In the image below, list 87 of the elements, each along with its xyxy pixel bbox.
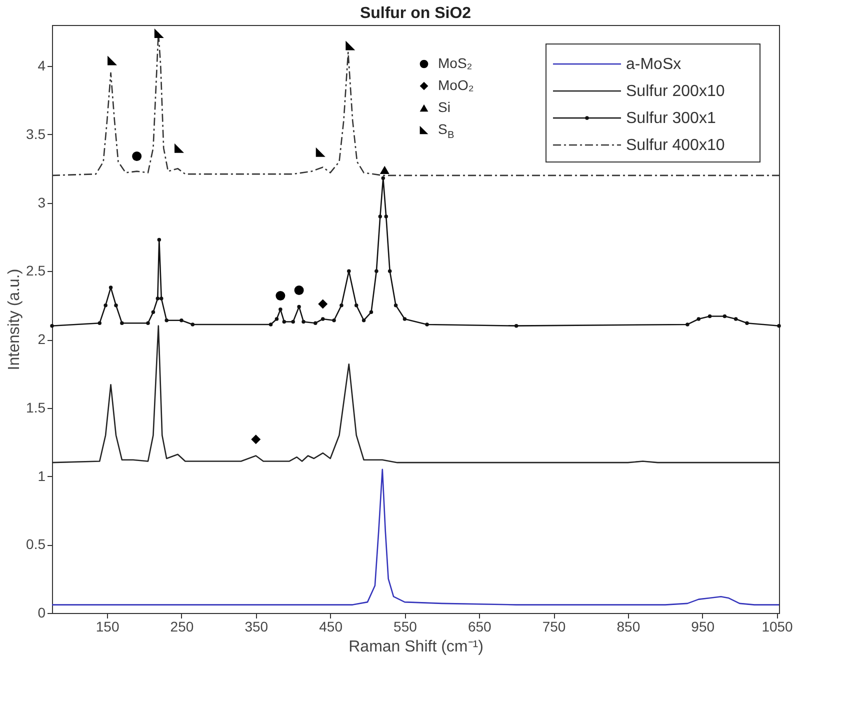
- point: [190, 322, 195, 326]
- point: [278, 308, 282, 312]
- legend-label: a-MoSx: [626, 56, 682, 73]
- point: [268, 322, 273, 326]
- point: [777, 324, 781, 328]
- point: [374, 269, 378, 274]
- chart-title: Sulfur on SiO2: [360, 5, 472, 22]
- x-tick-label: 1050: [762, 618, 794, 634]
- point: [276, 291, 286, 300]
- line-series: [51, 325, 780, 464]
- legend-label: Si: [438, 99, 450, 115]
- point: [297, 304, 301, 309]
- point: [151, 310, 156, 314]
- point: [104, 303, 108, 308]
- point: [108, 286, 113, 290]
- x-tick-label: 150: [96, 618, 120, 634]
- point: [291, 320, 295, 324]
- point: [381, 176, 385, 180]
- point: [347, 269, 351, 274]
- y-tick-label: 2.5: [26, 262, 46, 279]
- y-tick-label: 1: [38, 468, 46, 484]
- point: [120, 321, 124, 325]
- point: [722, 314, 727, 318]
- x-tick-label: 950: [691, 618, 715, 634]
- point: [154, 28, 164, 38]
- point: [346, 40, 356, 50]
- y-tick-label: 3: [38, 194, 46, 210]
- point: [164, 318, 168, 322]
- point: [98, 321, 102, 325]
- y-tick-label: 3.5: [26, 126, 46, 142]
- point: [425, 322, 429, 326]
- point: [146, 321, 150, 325]
- point: [282, 320, 286, 324]
- point: [354, 303, 358, 308]
- legend-label: MoS₂: [438, 55, 472, 71]
- point: [745, 321, 749, 325]
- point: [388, 269, 392, 274]
- y-axis-title: Intensity (a.u.): [6, 268, 24, 370]
- point: [362, 318, 366, 322]
- point: [320, 317, 325, 321]
- point: [314, 321, 318, 325]
- x-tick-label: 550: [394, 618, 418, 634]
- legend-label: MoO₂: [438, 77, 474, 93]
- point: [332, 318, 336, 322]
- x-tick-label: 650: [468, 618, 492, 634]
- y-tick-label: 4: [38, 58, 46, 74]
- legend-label: Sulfur 200x10: [626, 83, 725, 100]
- y-tick-label: 0: [38, 604, 46, 620]
- legend-label: Sulfur 300x1: [626, 110, 716, 127]
- point: [378, 214, 382, 218]
- point: [402, 317, 407, 321]
- point: [686, 322, 690, 326]
- point: [50, 324, 54, 328]
- point: [318, 299, 328, 309]
- point: [384, 214, 388, 218]
- point: [108, 56, 118, 66]
- point: [380, 166, 390, 174]
- point: [180, 318, 184, 322]
- y-tick-label: 0.5: [26, 536, 46, 552]
- point: [174, 143, 184, 153]
- x-tick-label: 750: [542, 618, 566, 634]
- x-tick-label: 850: [616, 618, 640, 634]
- point: [369, 310, 374, 314]
- point: [394, 303, 398, 308]
- point: [708, 314, 712, 318]
- point: [294, 286, 304, 296]
- point: [316, 147, 326, 157]
- point: [156, 296, 160, 300]
- point: [251, 434, 261, 444]
- point: [160, 296, 164, 300]
- y-tick-label: 1.5: [26, 399, 46, 416]
- point: [132, 152, 142, 162]
- point: [514, 324, 518, 328]
- point: [302, 320, 306, 324]
- point: [157, 238, 162, 242]
- point: [734, 317, 738, 321]
- x-tick-label: 450: [319, 618, 343, 634]
- x-tick-label: 250: [170, 618, 194, 634]
- point: [340, 303, 344, 308]
- line-series: [51, 468, 780, 606]
- point: [114, 303, 118, 308]
- x-tick-label: 350: [244, 618, 268, 634]
- x-axis-title: Raman Shift (cm⁻¹): [348, 638, 484, 656]
- y-tick-label: 2: [38, 331, 46, 348]
- point: [274, 317, 279, 321]
- legend-label: Sulfur 400x10: [626, 137, 725, 154]
- point: [696, 317, 701, 321]
